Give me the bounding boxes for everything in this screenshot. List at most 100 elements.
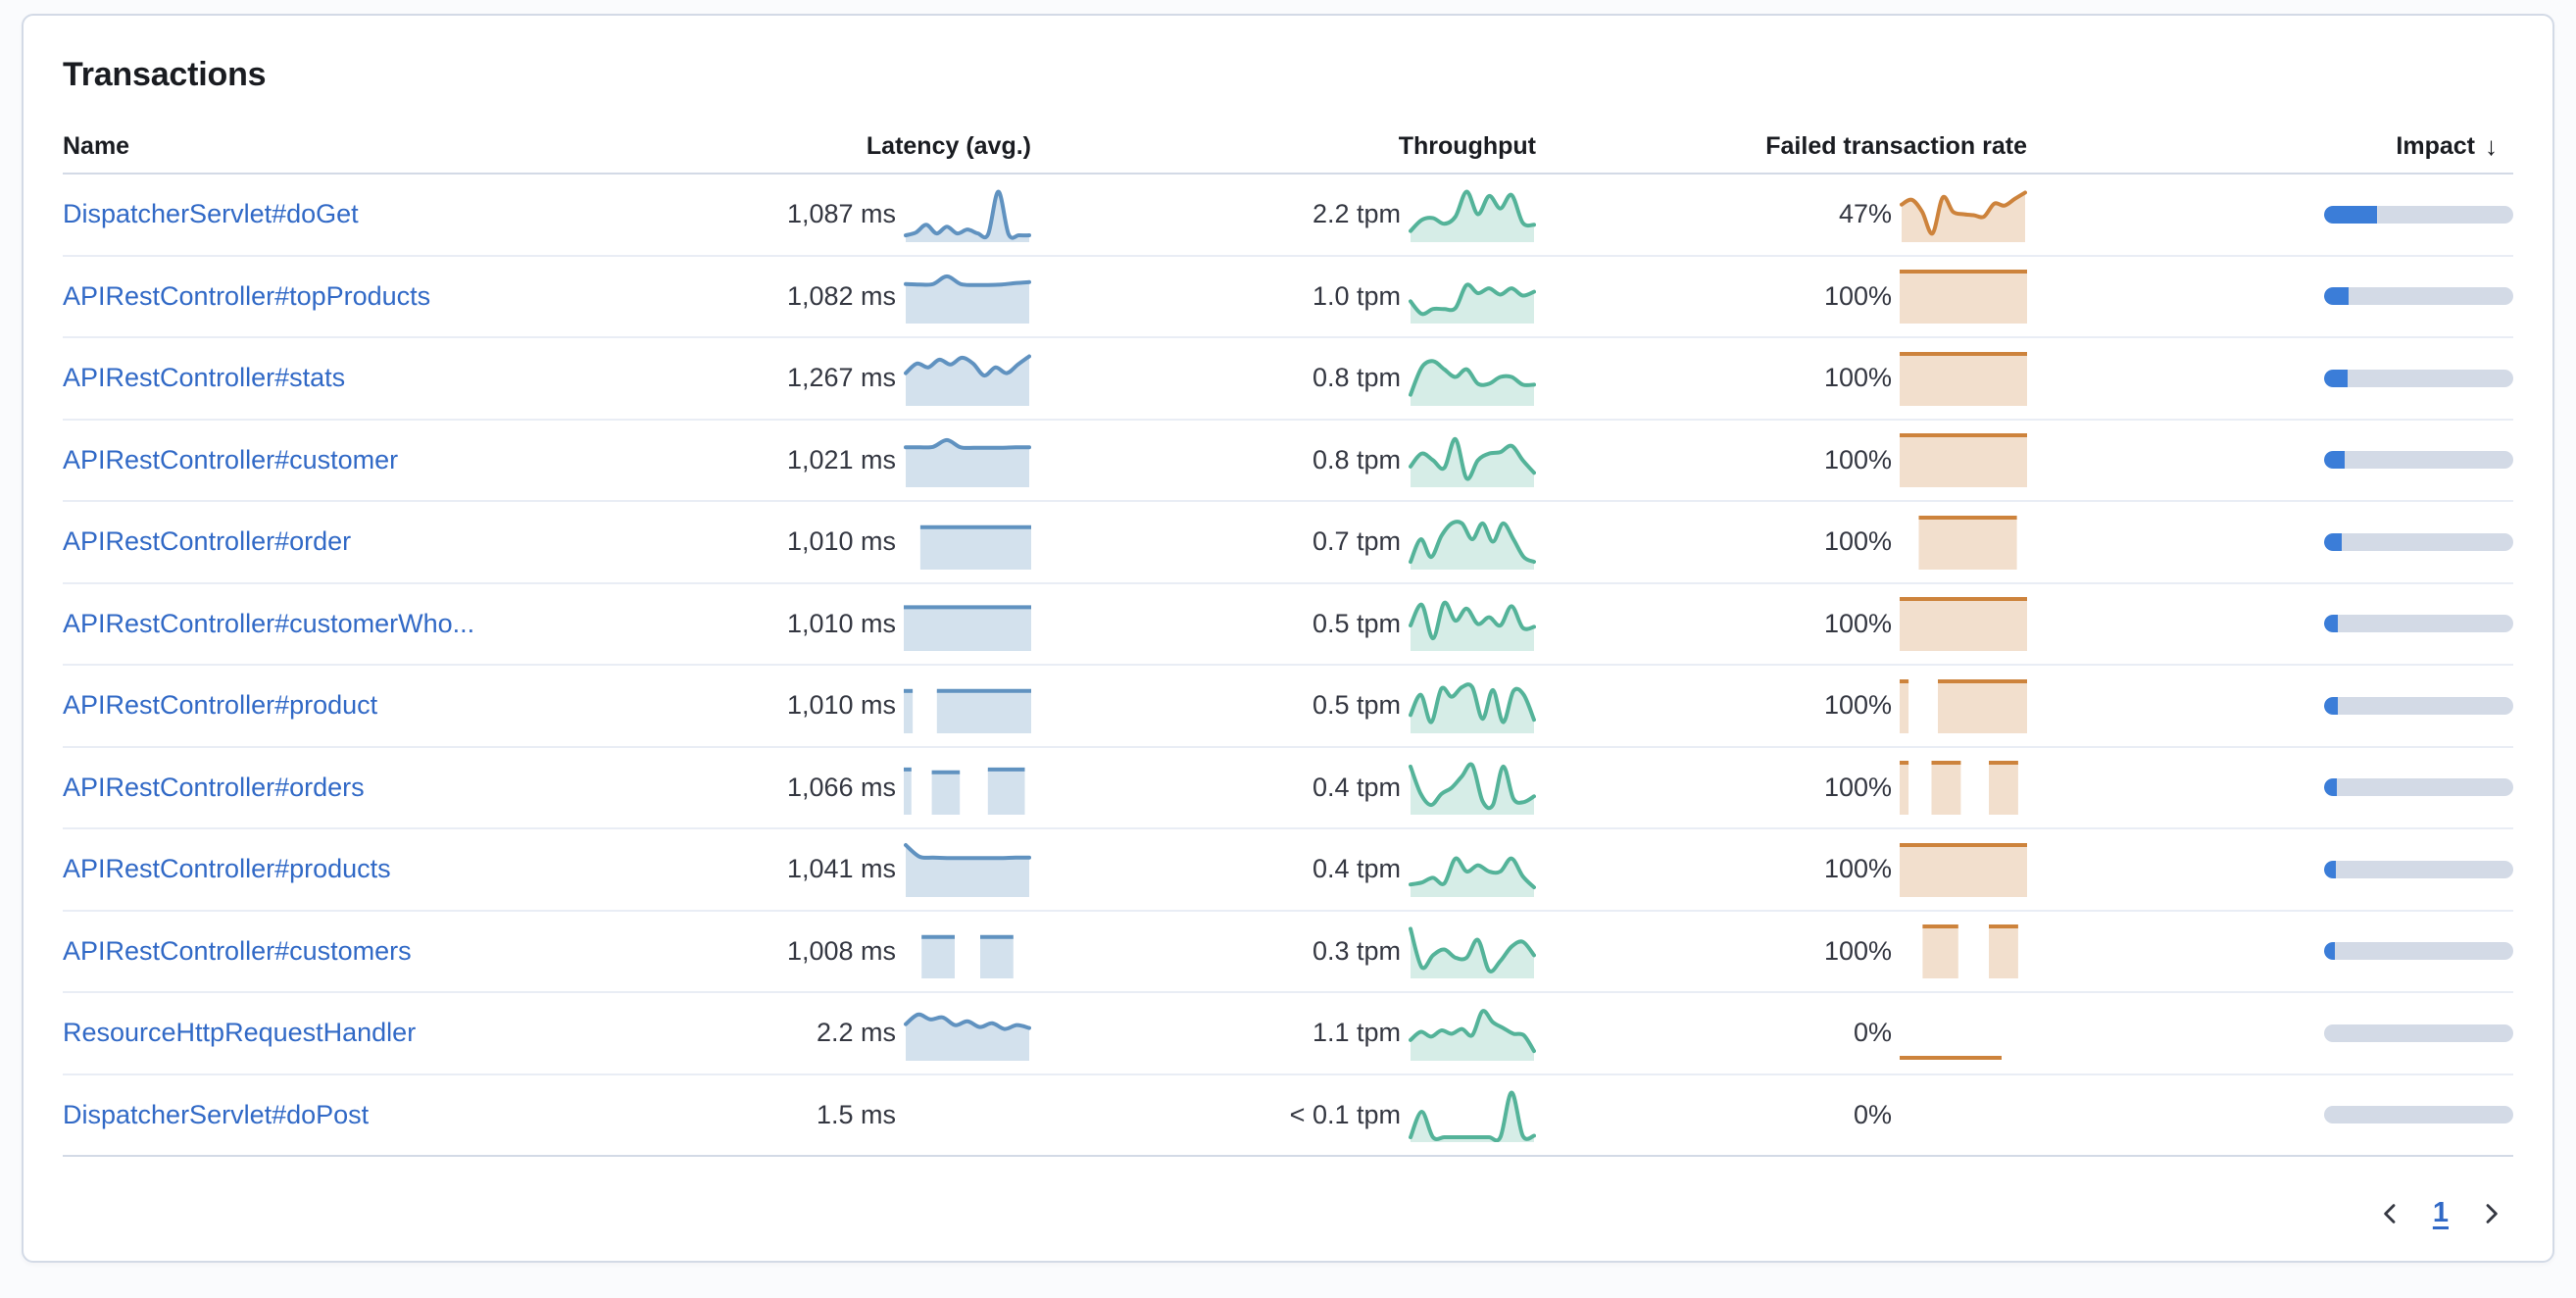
table-row: APIRestController#product 1,010 ms 0.5 t… [63,666,2513,748]
table-body: DispatcherServlet#doGet 1,087 ms 2.2 tpm… [63,175,2513,1157]
latency-value: 1,267 ms [786,363,896,393]
previous-page-button[interactable] [2368,1192,2411,1235]
impact-bar-fill [2324,615,2338,633]
latency-value: 1,082 ms [786,280,896,311]
column-header-name: Name [63,131,130,160]
throughput-value: 1.0 tpm [1312,280,1401,311]
latency-sparkline [904,351,1031,406]
transaction-name-link[interactable]: APIRestController#products [63,854,391,884]
failed-rate-value: 100% [1823,280,1892,311]
failed-rate-sparkline [1900,678,2027,733]
latency-sparkline [904,760,1031,816]
latency-value: 1.5 ms [816,1099,896,1129]
latency-sparkline [904,515,1031,570]
pagination: 1 [2368,1191,2513,1235]
transaction-name-link[interactable]: APIRestController#topProducts [63,280,431,311]
next-page-button[interactable] [2470,1192,2513,1235]
throughput-value: 0.5 tpm [1312,608,1401,638]
throughput-value: 0.7 tpm [1312,526,1401,557]
impact-bar [2324,287,2513,306]
throughput-value: 0.8 tpm [1312,363,1401,393]
impact-bar-fill [2324,860,2336,878]
transaction-name-link[interactable]: DispatcherServlet#doGet [63,199,359,229]
transaction-name-link[interactable]: APIRestController#order [63,526,352,557]
table-row: ResourceHttpRequestHandler 2.2 ms 1.1 tp… [63,993,2513,1075]
latency-sparkline [904,596,1031,652]
throughput-sparkline [1409,924,1536,979]
impact-bar [2324,451,2513,470]
transaction-name-link[interactable]: APIRestController#customerWho... [63,608,475,638]
failed-rate-value: 100% [1823,690,1892,721]
throughput-value: 2.2 tpm [1312,199,1401,229]
table-row: APIRestController#orders 1,066 ms 0.4 tp… [63,748,2513,829]
table-row: DispatcherServlet#doGet 1,087 ms 2.2 tpm… [63,175,2513,257]
page-1-button[interactable]: 1 [2421,1191,2460,1235]
latency-sparkline [904,269,1031,324]
throughput-sparkline [1409,760,1536,816]
transaction-name-link[interactable]: APIRestController#product [63,690,378,721]
latency-value: 1,087 ms [786,199,896,229]
impact-bar [2324,696,2513,715]
transaction-name-link[interactable]: APIRestController#orders [63,772,365,802]
failed-rate-sparkline [1900,760,2027,816]
impact-bar-fill [2324,696,2338,715]
latency-sparkline [904,842,1031,897]
throughput-sparkline [1409,269,1536,324]
impact-bar-fill [2324,778,2337,797]
latency-value: 1,010 ms [786,526,896,557]
transaction-name-link[interactable]: APIRestController#customer [63,444,399,474]
impact-bar-fill [2324,369,2349,387]
column-header-impact-label: Impact [2396,131,2475,160]
latency-sparkline [904,432,1031,488]
latency-value: 1,066 ms [786,772,896,802]
failed-rate-value: 100% [1823,935,1892,966]
failed-rate-value: 47% [1838,199,1892,229]
table-header: Name Latency (avg.) Throughput Failed tr… [63,120,2513,175]
failed-rate-sparkline [1900,187,2027,242]
transaction-name-link[interactable]: DispatcherServlet#doPost [63,1099,370,1129]
latency-sparkline [904,1006,1031,1061]
table-row: APIRestController#order 1,010 ms 0.7 tpm… [63,502,2513,584]
transactions-panel: Transactions Name Latency (avg.) Through… [22,14,2554,1263]
failed-rate-value: 100% [1823,526,1892,557]
throughput-sparkline [1409,515,1536,570]
table-row: DispatcherServlet#doPost 1.5 ms < 0.1 tp… [63,1075,2513,1157]
throughput-sparkline [1409,432,1536,488]
column-header-latency[interactable]: Latency (avg.) [866,131,1031,160]
throughput-value: 0.8 tpm [1312,444,1401,474]
impact-bar [2324,778,2513,797]
table-row: APIRestController#topProducts 1,082 ms 1… [63,257,2513,338]
latency-value: 2.2 ms [816,1018,896,1048]
failed-rate-sparkline [1900,1006,2027,1061]
throughput-value: 0.3 tpm [1312,935,1401,966]
transaction-name-link[interactable]: APIRestController#stats [63,363,346,393]
failed-rate-sparkline [1900,596,2027,652]
impact-bar [2324,1106,2513,1124]
table-row: APIRestController#customerWho... 1,010 m… [63,584,2513,666]
impact-bar [2324,615,2513,633]
impact-bar-fill [2324,942,2335,961]
column-header-failed-rate[interactable]: Failed transaction rate [1765,131,2027,160]
latency-value: 1,010 ms [786,690,896,721]
latency-sparkline [904,187,1031,242]
failed-rate-value: 100% [1823,772,1892,802]
failed-rate-sparkline [1900,1087,2027,1142]
panel-title: Transactions [63,56,267,93]
throughput-sparkline [1409,842,1536,897]
transaction-name-link[interactable]: APIRestController#customers [63,935,412,966]
column-header-throughput[interactable]: Throughput [1398,131,1536,160]
throughput-sparkline [1409,678,1536,733]
throughput-value: 0.4 tpm [1312,854,1401,884]
failed-rate-sparkline [1900,432,2027,488]
transaction-name-link[interactable]: ResourceHttpRequestHandler [63,1018,417,1048]
impact-bar [2324,1023,2513,1042]
latency-value: 1,010 ms [786,608,896,638]
failed-rate-sparkline [1900,842,2027,897]
table-row: APIRestController#stats 1,267 ms 0.8 tpm… [63,338,2513,421]
impact-bar [2324,369,2513,387]
table-row: APIRestController#customer 1,021 ms 0.8 … [63,421,2513,502]
throughput-value: 0.5 tpm [1312,690,1401,721]
column-header-impact[interactable]: Impact ↓ [2027,131,2513,162]
failed-rate-value: 100% [1823,854,1892,884]
impact-bar-fill [2324,451,2346,470]
